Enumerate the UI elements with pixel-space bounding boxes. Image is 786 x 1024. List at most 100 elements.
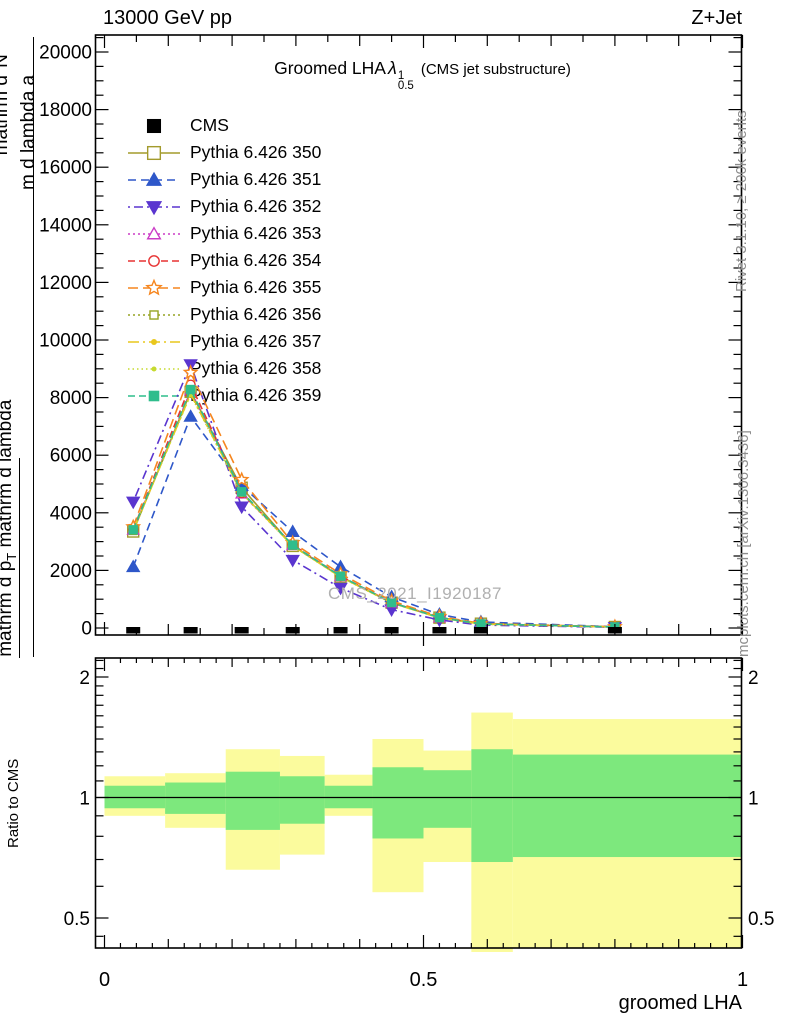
ratio-band-stat	[372, 767, 424, 839]
process-label: Z+Jet	[691, 7, 742, 29]
legend-marker	[146, 118, 162, 133]
x-tick-label: 0.5	[410, 969, 438, 991]
x-tick-label: 1	[737, 969, 748, 991]
ratio-tick-label-left: 2	[79, 668, 90, 689]
lambda-symbol: λ	[387, 58, 397, 78]
y-tick-label: 16000	[39, 158, 92, 179]
ratio-axis-label: Ratio to CMS	[5, 758, 22, 848]
y-tick-label: 12000	[39, 273, 92, 294]
ratio-band-stat	[165, 782, 226, 814]
y-axis-label-sub: T	[4, 552, 19, 561]
legend-item: Pythia 6.426 359	[126, 382, 321, 409]
y-axis-label-part: mathrm d lambda	[0, 399, 17, 548]
legend-label: Pythia 6.426 356	[190, 304, 322, 324]
analysis-id-watermark: CMS_2021_I1920187	[328, 584, 502, 603]
legend-label: Pythia 6.426 355	[190, 277, 322, 297]
cms-data-marker	[432, 627, 447, 634]
ratio-tick-label-left: 0.5	[64, 909, 90, 930]
legend-item: Pythia 6.426 355	[126, 274, 321, 301]
cms-data-marker	[333, 627, 348, 634]
ratio-band-stat	[512, 754, 742, 858]
plot-title-text: Groomed LHA	[274, 58, 386, 78]
y-tick-label: 4000	[50, 503, 92, 524]
legend-item: CMS	[126, 112, 321, 139]
x-tick-label: 0	[99, 969, 110, 991]
y-axis-label-part: mathrm d	[0, 75, 12, 156]
cms-data-marker	[183, 627, 198, 634]
main-panel-frame	[94, 34, 743, 636]
y-axis-label-part: mathrm d p	[0, 561, 17, 657]
y-axis-label-sup: 2	[0, 68, 3, 75]
lambda-superscript: 1	[397, 70, 405, 82]
legend-label: Pythia 6.426 357	[190, 331, 322, 351]
ratio-tick-label-right: 0.5	[748, 909, 774, 930]
ratio-tick-label-left: 1	[79, 789, 90, 810]
series-pythia-6-426-359	[128, 384, 620, 632]
legend-label: Pythia 6.426 358	[190, 358, 322, 378]
legend-marker	[128, 254, 180, 267]
y-axis-label-tail: m d lambda a	[18, 74, 39, 190]
y-tick-label: 10000	[39, 331, 92, 352]
legend-label: Pythia 6.426 353	[190, 223, 322, 243]
y-tick-label: 18000	[39, 100, 92, 121]
legend-marker	[128, 145, 180, 160]
lambda-subscript: 0.5	[397, 80, 414, 92]
legend-marker	[128, 309, 180, 320]
legend-label: Pythia 6.426 350	[190, 142, 322, 162]
legend-marker	[128, 365, 180, 372]
legend-marker	[128, 390, 180, 401]
ratio-band-stat	[225, 771, 280, 830]
legend-marker	[128, 225, 180, 239]
legend-item: Pythia 6.426 351	[126, 166, 321, 193]
y-axis-label-part: N	[0, 54, 12, 68]
plot-title: Groomed LHA λ 1 0.5 (CMS jet substructure)	[150, 58, 695, 92]
axis-tick-labels: 0 2000 4000 6000 8000 10000 12000 14000 16000 180…	[39, 43, 774, 992]
ratio-band-stat	[471, 749, 513, 863]
y-axis-label-numerator: mathrm d2N	[0, 54, 13, 155]
plot-title-suffix: (CMS jet substructure)	[420, 61, 571, 78]
legend-item: Pythia 6.426 356	[126, 301, 321, 328]
legend-label: Pythia 6.426 351	[190, 169, 322, 189]
ratio-panel-frame	[94, 657, 743, 949]
legend-item: Pythia 6.426 354	[126, 247, 321, 274]
y-tick-label: 2000	[50, 561, 92, 582]
legend-marker	[128, 200, 180, 215]
legend-item: Pythia 6.426 358	[126, 355, 321, 382]
x-axis-label: groomed LHA	[618, 992, 742, 1014]
fraction-bar-large	[32, 37, 34, 657]
cms-data-marker	[234, 627, 249, 634]
y-tick-label: 14000	[39, 215, 92, 236]
y-axis-label-denominator2: mathrm d pT mathrm d lambda	[0, 400, 19, 657]
legend-marker	[128, 278, 180, 295]
axes	[94, 34, 744, 949]
legend-item: Pythia 6.426 353	[126, 220, 321, 247]
cms-data-marker	[473, 627, 488, 634]
cms-data-marker	[126, 627, 141, 634]
legend-item: Pythia 6.426 352	[126, 193, 321, 220]
rivet-version-credit: Rivet 3.1.10, ≥ 200k events	[733, 110, 750, 292]
legend-marker	[128, 338, 180, 345]
fraction-bar-small	[18, 458, 20, 658]
legend-label: Pythia 6.426 352	[190, 196, 322, 216]
cms-data-marker	[285, 627, 300, 634]
beam-energy-label: 13000 GeV pp	[103, 7, 232, 29]
legend-label: CMS	[190, 115, 229, 135]
ratio-tick-label-right: 2	[748, 668, 759, 689]
y-tick-label: 20000	[39, 43, 92, 64]
y-tick-label: 0	[81, 619, 92, 640]
ratio-band-stat	[279, 776, 325, 824]
y-tick-label: 6000	[50, 446, 92, 467]
ratio-tick-label-right: 1	[748, 789, 759, 810]
legend-label: Pythia 6.426 354	[190, 250, 322, 270]
mc-series	[125, 359, 623, 635]
ratio-bands	[104, 712, 742, 952]
mcplots-credit: mcplots.cern.ch [arXiv:1306.3436]	[735, 430, 752, 657]
legend-item: Pythia 6.426 350	[126, 139, 321, 166]
legend-marker	[128, 171, 180, 186]
y-tick-label: 8000	[50, 388, 92, 409]
ratio-band-stat	[423, 770, 472, 828]
legend-item: Pythia 6.426 357	[126, 328, 321, 355]
legend-label: Pythia 6.426 359	[190, 385, 322, 405]
